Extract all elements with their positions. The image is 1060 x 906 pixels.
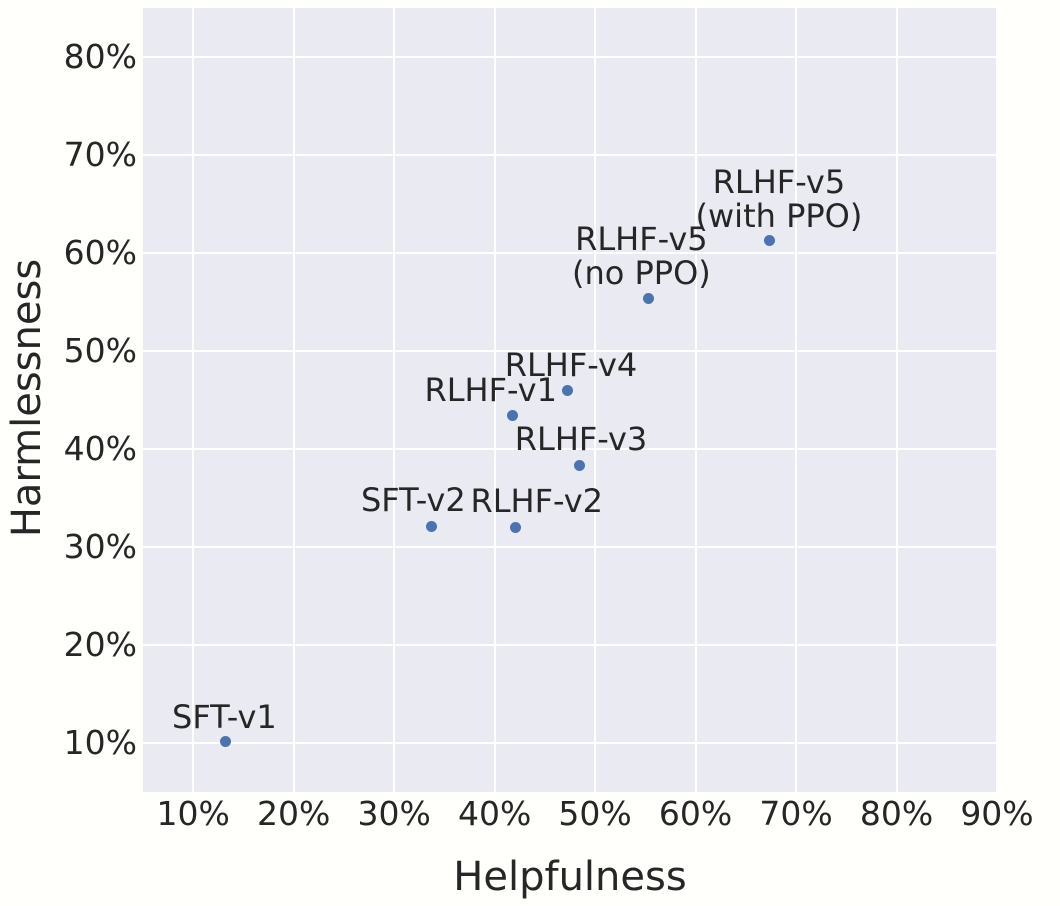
data-point-rlhf-v3 [573, 460, 585, 472]
gridline-y-70 [143, 154, 997, 156]
point-label-rlhf-v4: RLHF-v4 [504, 346, 638, 385]
gridline-x-70 [795, 8, 798, 792]
point-label-rlhf-v1: RLHF-v1 [424, 370, 557, 409]
data-point-sft-v1 [219, 735, 231, 747]
y-tick-10: 10% [63, 723, 137, 762]
y-axis-title: Harmlessness [4, 258, 50, 538]
point-label-rlhf-v3: RLHF-v3 [514, 419, 648, 458]
point-label-rlhf-v2: RLHF-v2 [470, 482, 603, 521]
x-tick-10: 10% [156, 794, 230, 833]
x-tick-50: 50% [558, 794, 632, 833]
gridline-x-90 [996, 8, 997, 792]
y-tick-30: 30% [63, 527, 137, 566]
gridline-y-50 [143, 350, 997, 352]
point-label-sft-v2: SFT-v2 [360, 481, 466, 520]
x-tick-60: 60% [658, 794, 733, 833]
data-point-rlhf-v2 [510, 521, 522, 533]
data-point-rlhf-v5-no-ppo [642, 292, 654, 304]
x-tick-20: 20% [257, 794, 331, 833]
y-tick-20: 20% [63, 625, 137, 664]
x-tick-30: 30% [357, 794, 431, 833]
data-point-rlhf-v1 [507, 410, 519, 422]
gridline-y-20 [143, 644, 997, 646]
data-point-rlhf-v4 [562, 384, 574, 396]
plot-area: SFT-v1 SFT-v2 RLHF-v1 RLHF-v2 RLHF-v3 RLHF-v4… [143, 8, 997, 792]
point-label-sft-v1: SFT-v1 [172, 698, 277, 737]
y-tick-80: 80% [63, 37, 137, 76]
x-tick-80: 80% [859, 794, 934, 833]
data-point-rlhf-v5-with-ppo [764, 234, 776, 246]
y-tick-40: 40% [63, 429, 137, 468]
gridline-y-80 [143, 56, 997, 58]
gridline-x-80 [895, 8, 898, 792]
gridline-y-30 [143, 546, 997, 548]
gridline-x-50 [594, 8, 597, 792]
y-tick-70: 70% [63, 135, 137, 174]
x-tick-40: 40% [457, 794, 532, 833]
data-point-sft-v2 [425, 520, 437, 532]
gridline-y-60 [143, 252, 997, 254]
y-tick-50: 50% [63, 331, 137, 370]
x-axis-title: Helpfulness [453, 854, 687, 900]
gridline-x-10 [192, 8, 195, 792]
gridline-y-40 [143, 448, 997, 450]
x-tick-70: 70% [759, 794, 833, 833]
x-tick-90: 90% [960, 794, 1034, 833]
gridline-x-20 [292, 8, 295, 792]
gridline-y-10 [143, 742, 997, 744]
point-label-rlhf-v5-no-ppo: RLHF-v5 (no PPO) [571, 220, 711, 293]
point-label-rlhf-v5-with-ppo: RLHF-v5 (with PPO) [695, 163, 863, 236]
gridline-x-40 [493, 8, 496, 792]
gridline-x-60 [694, 8, 697, 792]
y-tick-60: 60% [63, 233, 137, 272]
gridline-x-30 [393, 8, 396, 792]
